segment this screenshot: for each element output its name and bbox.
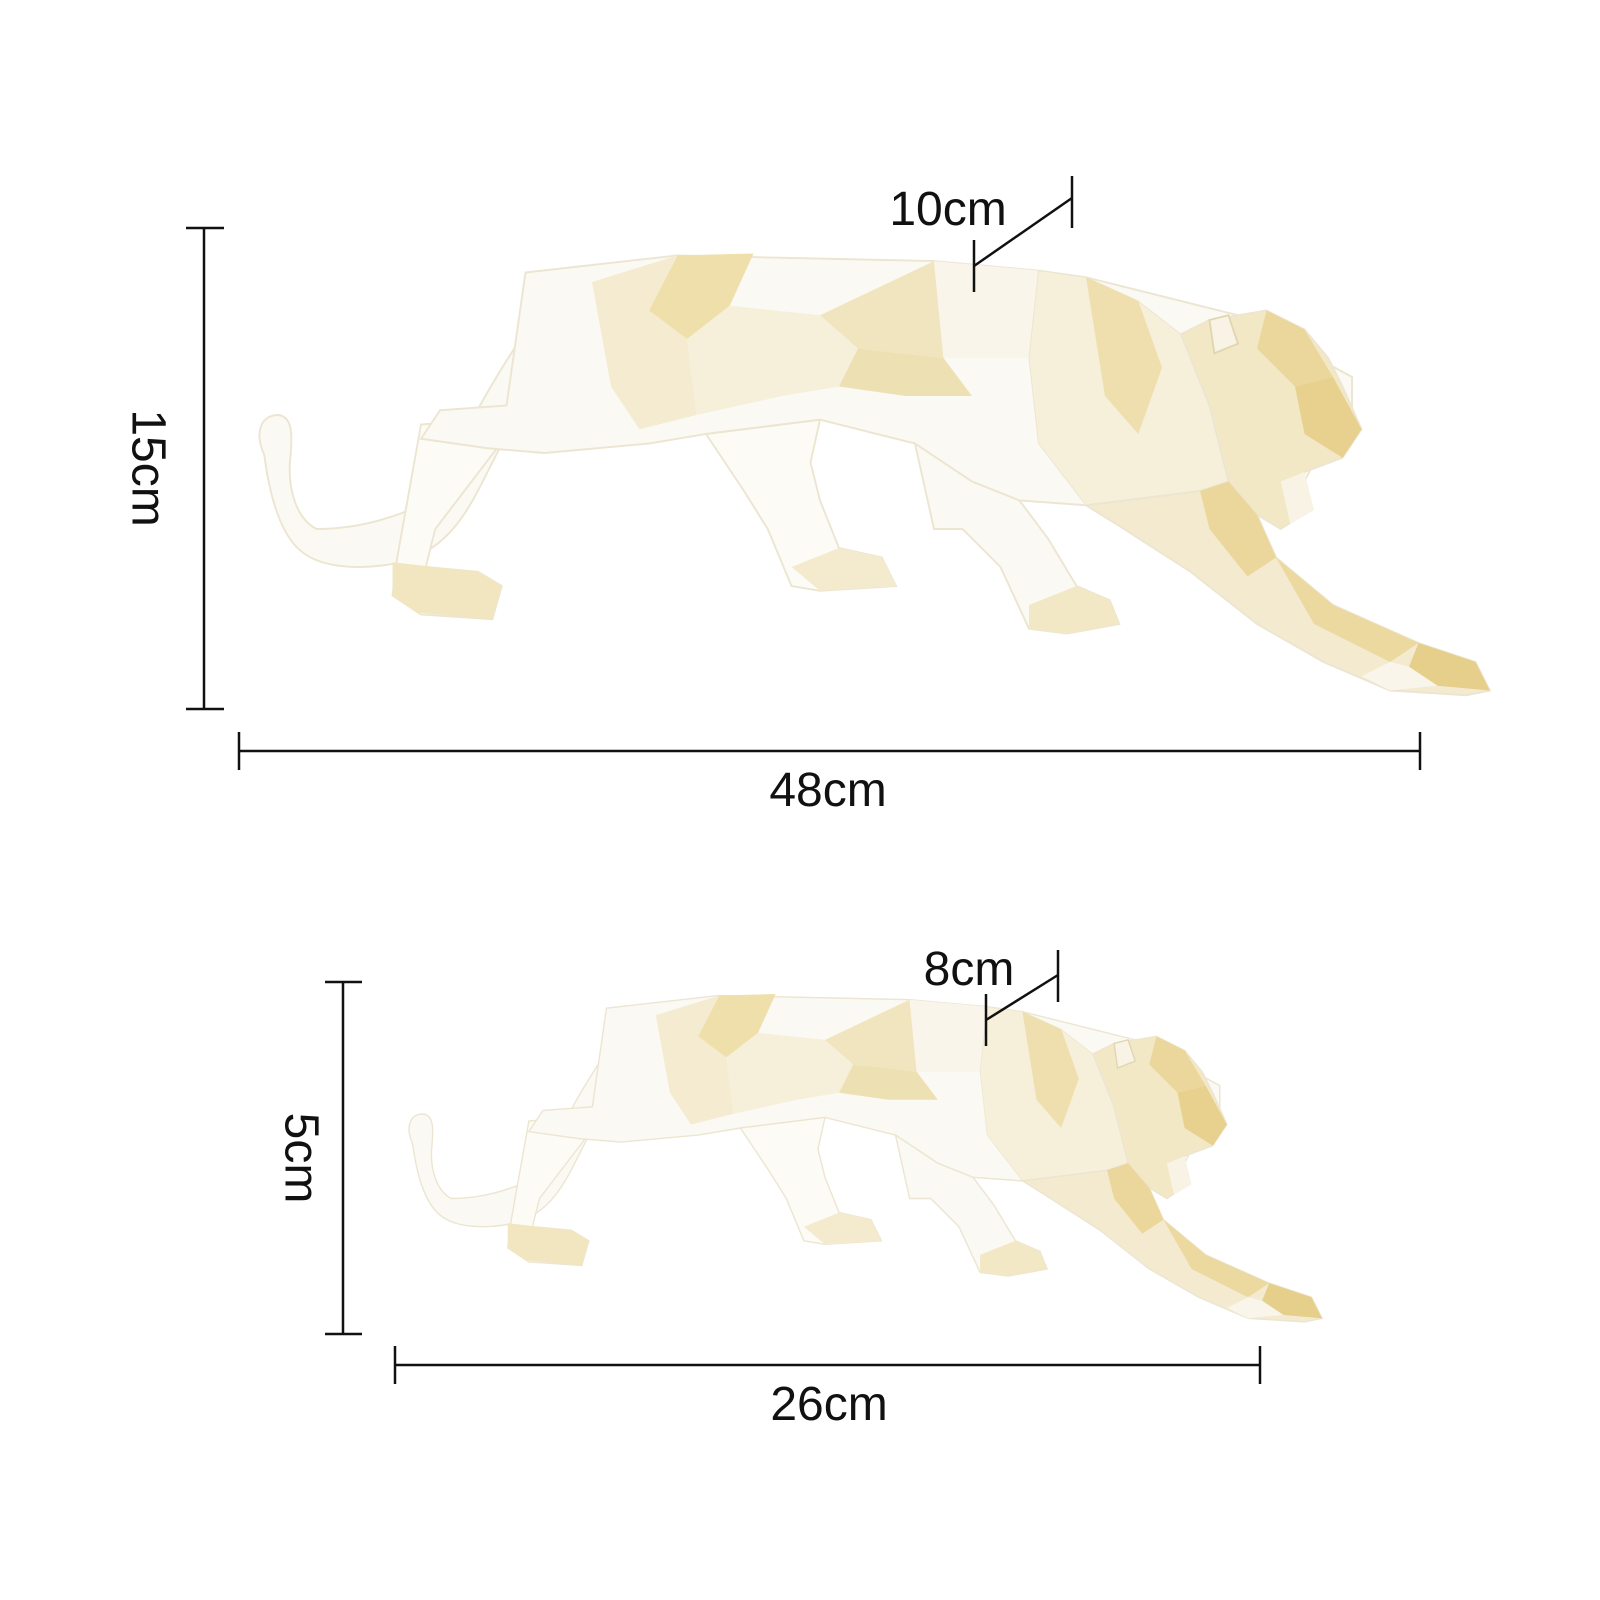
large-width-dimension — [972, 176, 1074, 292]
large-length-dimension — [237, 732, 1422, 770]
small-length-label: 26cm — [770, 1378, 887, 1431]
small-width-dimension — [984, 950, 1060, 1046]
large-height-label: 15cm — [121, 409, 174, 526]
large-height-dimension — [186, 226, 224, 711]
small-length-dimension — [393, 1346, 1262, 1384]
small-panther-illustration — [408, 993, 1323, 1323]
small-height-dimension — [325, 980, 362, 1336]
small-width-label: 8cm — [924, 943, 1015, 996]
large-length-label: 48cm — [769, 764, 886, 817]
large-width-label: 10cm — [889, 183, 1006, 236]
small-height-label: 5cm — [274, 1113, 327, 1204]
large-panther-illustration — [258, 252, 1491, 697]
